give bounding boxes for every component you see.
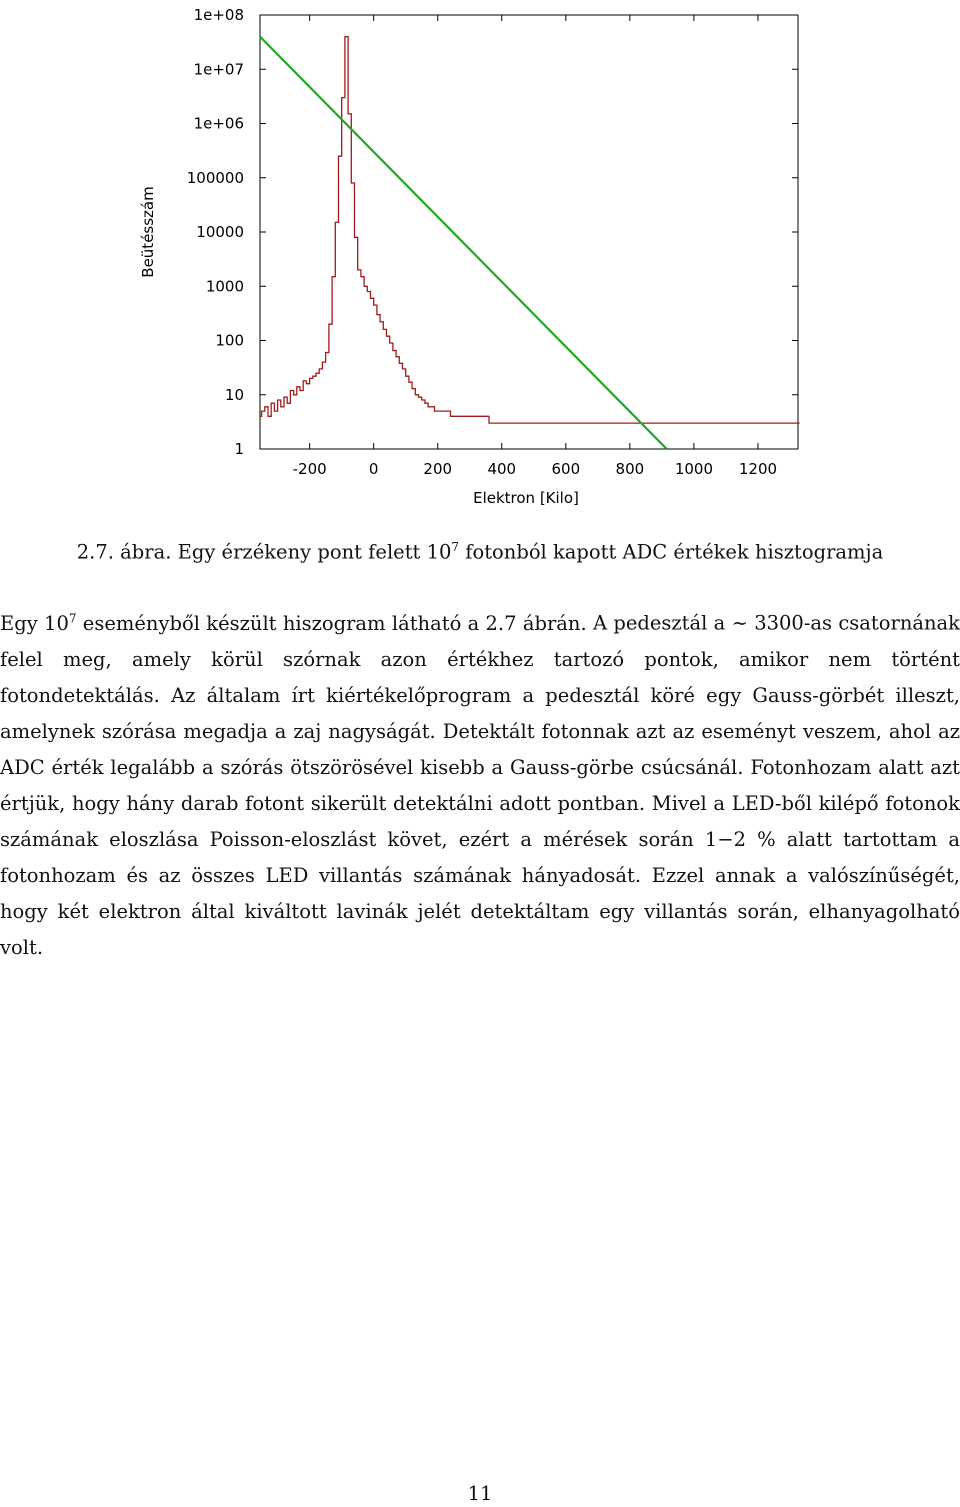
- sentence-5: Fotonhozam alatt azt értjük, hogy hány d…: [0, 755, 960, 815]
- body-paragraph: Egy 107 eseményből készült hiszogram lát…: [0, 600, 960, 966]
- y-tick-label: 10000: [196, 223, 244, 241]
- sentence-2: A pedesztál a ∼ 3300-as csatornának fele…: [0, 611, 960, 707]
- y-axis-ticks: 1 10 100 1000 10000 100000 1e+06 1e+07 1e+08: [187, 6, 798, 458]
- x-tick-label: 1000: [675, 460, 713, 478]
- x-tick-label: 600: [552, 460, 581, 478]
- x-tick-label: 0: [369, 460, 379, 478]
- sentence-1-prefix: Egy 10: [0, 611, 69, 635]
- sentence-1-superscript: 7: [68, 611, 77, 625]
- caption-suffix: fotonból kapott ADC értékek hisztogramja: [459, 540, 884, 564]
- y-tick-label: 1000: [206, 277, 244, 295]
- y-tick-label: 100000: [187, 169, 244, 187]
- caption-superscript: 7: [451, 540, 460, 554]
- x-axis-ticks: -200 0 200 400 600 800 1000 1200: [293, 15, 777, 478]
- x-tick-label: 1200: [739, 460, 777, 478]
- figure-caption: 2.7. ábra. Egy érzékeny pont felett 107 …: [0, 532, 960, 568]
- plot-frame: [259, 14, 799, 450]
- sentence-6: Mivel a LED-ből kilépő fotonok számának …: [0, 791, 960, 887]
- y-tick-label: 1: [234, 440, 244, 458]
- sentence-1: Egy 107 eseményből készült hiszogram lát…: [0, 611, 587, 635]
- x-tick-label: -200: [293, 460, 327, 478]
- x-axis-label: Elektron [Kilo]: [473, 489, 579, 507]
- x-tick-label: 800: [616, 460, 645, 478]
- sentence-3: Az általam írt kiértékelőprogram a pedes…: [0, 683, 960, 743]
- y-tick-label: 1e+08: [194, 6, 244, 24]
- x-tick-label: 200: [423, 460, 452, 478]
- y-axis-label: Beütésszám: [139, 186, 157, 277]
- fit-line-series: [259, 35, 668, 450]
- page-number: 11: [467, 1482, 493, 1505]
- series-layer: [259, 35, 800, 450]
- sentence-1-rest: eseményből készült hiszogram látható a 2…: [76, 611, 587, 635]
- y-tick-label: 1e+07: [194, 60, 244, 78]
- histogram-series: [260, 35, 800, 424]
- y-tick-label: 100: [215, 332, 244, 350]
- y-tick-label: 1e+06: [194, 115, 244, 133]
- x-tick-label: 400: [487, 460, 516, 478]
- sentence-4: Detektált fotonnak azt az eseményt vesze…: [0, 719, 960, 779]
- sentence-7: Ezzel annak a valószínűségét, hogy két e…: [0, 863, 960, 959]
- caption-prefix: 2.7. ábra. Egy érzékeny pont felett 10: [76, 540, 452, 564]
- y-tick-label: 10: [225, 386, 244, 404]
